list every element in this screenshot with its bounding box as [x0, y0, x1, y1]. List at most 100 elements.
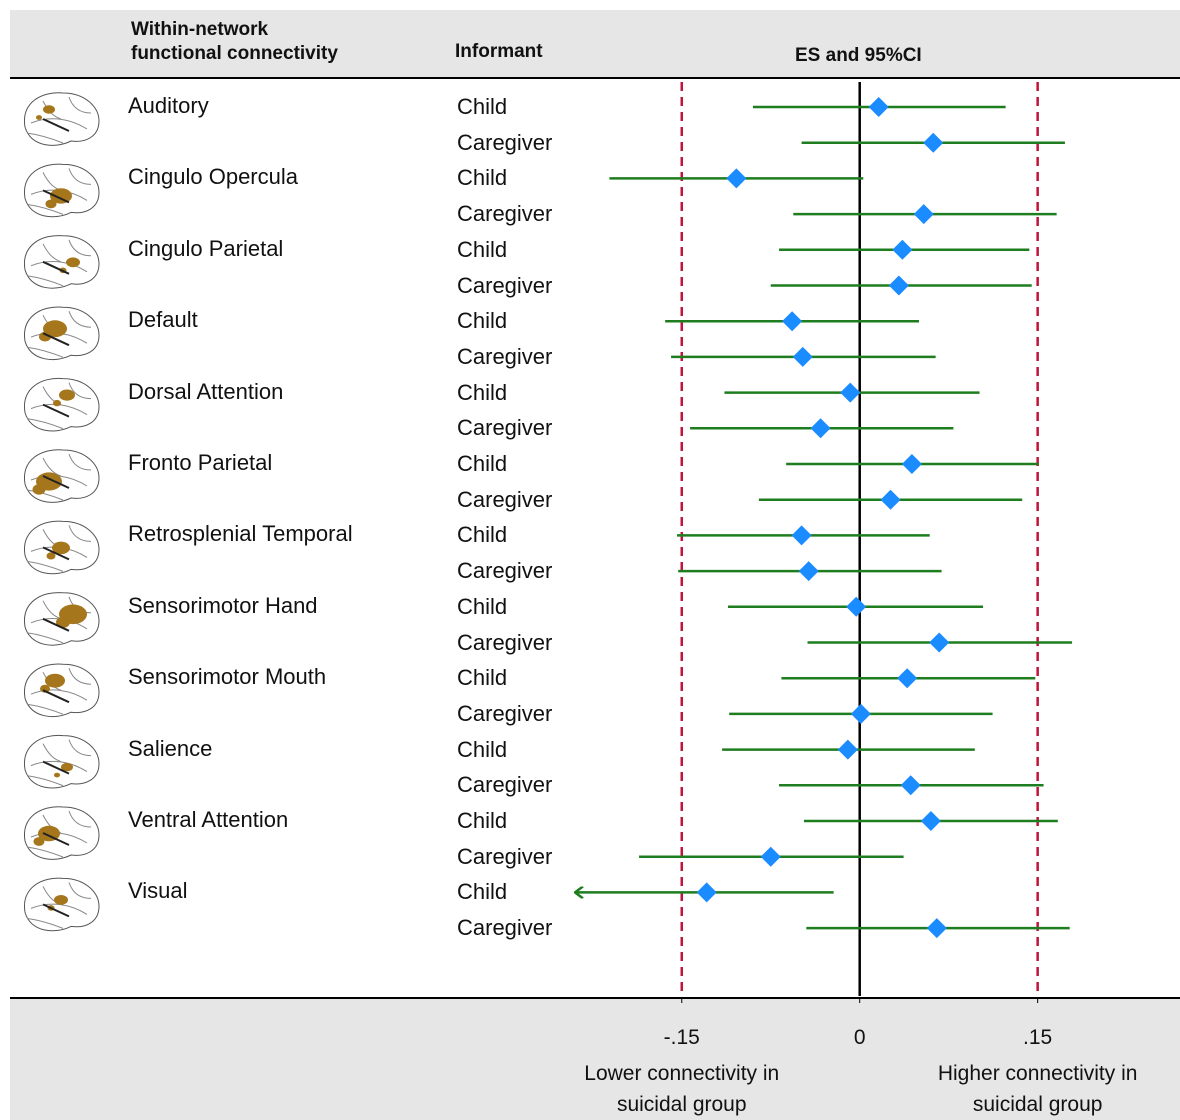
brain-region: [54, 895, 68, 905]
brain-sulci: [26, 382, 92, 430]
brain-region: [46, 552, 56, 560]
header-band: [10, 10, 1180, 78]
network-name: Sensorimotor Mouth: [128, 664, 327, 690]
effect-size-point: [923, 132, 944, 153]
brain-region: [43, 105, 55, 114]
network-name: Default: [128, 307, 198, 333]
brain-sulci: [26, 96, 92, 144]
brain-icon: [24, 806, 100, 860]
brain-stroke: [42, 118, 70, 132]
brain-region: [66, 257, 80, 268]
x-tick-label: .15: [1023, 1026, 1053, 1049]
brain-region: [52, 541, 70, 555]
brain-icon: [24, 235, 100, 289]
informant: Caregiver: [457, 629, 553, 655]
brain-region: [45, 673, 65, 688]
informant: Child: [457, 736, 508, 762]
informant: Child: [457, 665, 508, 691]
effect-size-point: [782, 311, 803, 332]
brain-region: [39, 331, 51, 342]
brain-region: [32, 484, 46, 495]
effect-size-point: [900, 775, 921, 796]
brain-stroke: [42, 332, 70, 347]
effect-size-point: [837, 739, 858, 760]
network-header: Within-network functional connectivity: [131, 19, 338, 64]
effect-size-point: [792, 346, 813, 367]
informant: Child: [457, 379, 508, 405]
network-name: Ventral Attention: [128, 807, 289, 832]
effect-size-point: [791, 525, 812, 546]
informant: Caregiver: [457, 915, 553, 941]
brain-icon: [24, 449, 100, 503]
brain-region: [61, 762, 73, 772]
effect-size-point: [798, 561, 819, 582]
footer-band: [10, 998, 1180, 1120]
informant: Child: [457, 879, 508, 905]
informant: Caregiver: [457, 772, 553, 798]
effect-size-point: [760, 846, 781, 867]
informant: Child: [457, 808, 508, 833]
effect-header: ES and 95%CI: [795, 45, 922, 66]
informant: Child: [457, 451, 508, 476]
brain-stroke: [42, 260, 70, 275]
network-name: Visual: [128, 878, 188, 904]
network-name: Sensorimotor Hand: [128, 592, 318, 618]
informant: Child: [457, 165, 508, 191]
effect-size-point: [696, 882, 717, 903]
informant: Caregiver: [457, 700, 553, 726]
brain-region: [54, 772, 60, 778]
brain-region: [40, 684, 50, 693]
effect-size-point: [913, 204, 934, 225]
x-axis-label-right: Higher connectivity in suicidal group: [937, 1062, 1138, 1116]
effect-size-point: [840, 382, 861, 403]
brain-region: [43, 320, 67, 338]
effect-size-point: [892, 239, 913, 260]
brain-stroke: [42, 403, 70, 418]
informant: Caregiver: [457, 201, 553, 227]
brain-region: [45, 199, 57, 209]
brain-icon: [24, 877, 100, 932]
brain-stroke: [42, 760, 70, 775]
brain-icon: [24, 663, 100, 718]
effect-size-point: [726, 168, 747, 189]
network-name: Cingulo Opercula: [128, 164, 298, 190]
network-name: Auditory: [128, 93, 209, 118]
effect-size-point: [897, 668, 918, 689]
brain-icon: [24, 734, 100, 789]
effect-size-point: [888, 275, 909, 296]
brain-stroke: [42, 832, 70, 846]
effect-size-point: [920, 811, 941, 831]
informant: Caregiver: [457, 343, 553, 369]
informant: Child: [457, 593, 508, 619]
brain-stroke: [42, 189, 70, 204]
brain-region: [53, 399, 61, 407]
effect-size-point: [868, 97, 889, 117]
brain-sulci: [26, 453, 92, 501]
brain-region: [50, 188, 72, 204]
brain-stroke: [42, 689, 70, 704]
effect-size-point: [901, 454, 922, 474]
brain-region: [33, 837, 45, 846]
informant: Child: [457, 236, 508, 262]
brain-region: [56, 616, 70, 628]
effect-size-point: [926, 918, 947, 939]
informant: Child: [457, 522, 508, 548]
network-name: Dorsal Attention: [128, 378, 284, 404]
informant: Child: [457, 308, 508, 334]
brain-stroke: [42, 617, 70, 632]
brain-icon: [24, 306, 100, 361]
brain-stroke: [42, 475, 70, 489]
effect-size-point: [846, 596, 867, 617]
informant: Caregiver: [457, 129, 553, 155]
brain-stroke: [42, 903, 70, 918]
brain-stroke: [42, 546, 70, 561]
brain-icon: [24, 520, 100, 575]
network-name: Fronto Parietal: [128, 450, 273, 475]
effect-size-point: [810, 418, 831, 439]
informant: Caregiver: [457, 272, 553, 298]
effect-size-point: [850, 703, 871, 724]
network-name: Salience: [128, 735, 213, 761]
brain-icon: [24, 92, 100, 146]
informant: Caregiver: [457, 415, 553, 441]
